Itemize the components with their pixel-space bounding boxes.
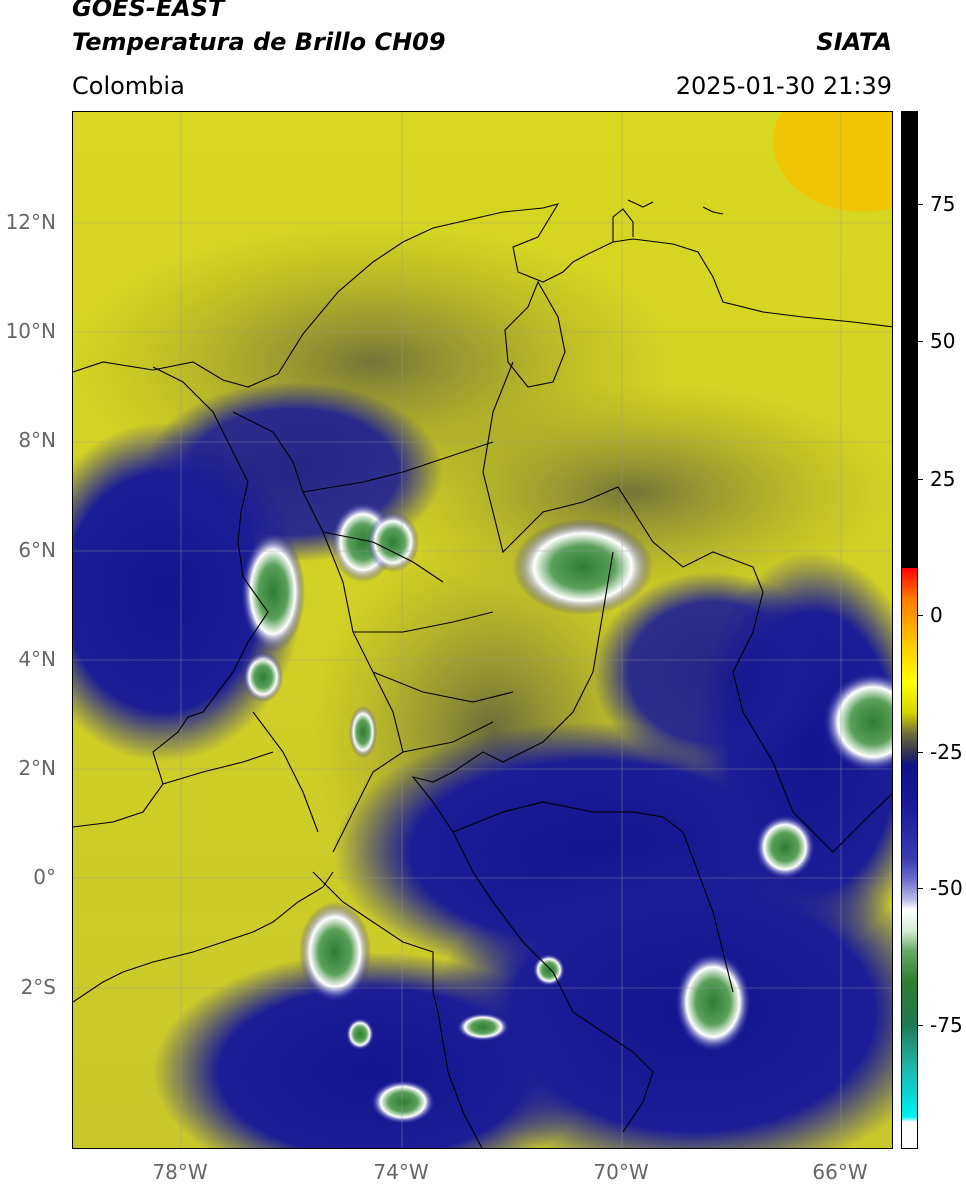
- convective-core: [299, 902, 371, 1002]
- datetime-label: 2025-01-30 21:39: [675, 72, 892, 100]
- lat-tick-label: 12°N: [5, 210, 56, 234]
- satellite-title: GOES-EAST: [72, 0, 225, 22]
- lake-maracaibo: [504, 280, 566, 388]
- lat-tick-label: 2°S: [20, 975, 56, 999]
- ecuador-coast: [73, 871, 334, 1003]
- lon-tick-label: 66°W: [812, 1160, 868, 1184]
- colorbar-tick: [918, 615, 923, 616]
- lat-tick-label: 2°N: [18, 756, 56, 780]
- product-title: Temperatura de Brillo CH09: [72, 28, 446, 56]
- colombia-venezuela-border: [482, 361, 892, 853]
- convective-core: [533, 954, 565, 986]
- amazon-internal: [452, 801, 734, 993]
- colorbar-label: 0: [930, 603, 943, 627]
- department-borders: [162, 411, 514, 853]
- colorbar-label: 75: [930, 192, 956, 216]
- lon-tick-label: 78°W: [152, 1160, 208, 1184]
- convective-core: [346, 1018, 374, 1050]
- colorbar-tick: [918, 888, 923, 889]
- convective-core: [371, 1080, 435, 1124]
- convective-core: [367, 512, 419, 572]
- colorbar-tick: [918, 204, 923, 205]
- satellite-map: [72, 111, 893, 1149]
- organization-label: SIATA: [816, 28, 892, 56]
- convective-core: [823, 672, 892, 772]
- colorbar-label: -25: [930, 740, 963, 764]
- peru-border: [312, 871, 483, 1148]
- convective-core: [755, 815, 815, 879]
- colorbar-tick: [918, 341, 923, 342]
- island: [627, 199, 654, 208]
- colorbar-label: -50: [930, 876, 963, 900]
- guajira: [612, 208, 634, 242]
- convective-core: [241, 532, 305, 652]
- convective-core: [513, 519, 653, 615]
- lat-tick-label: 8°N: [18, 428, 56, 452]
- colorbar-tick: [918, 479, 923, 480]
- lat-tick-label: 4°N: [18, 647, 56, 671]
- colorbar: [901, 111, 918, 1149]
- convective-core: [243, 652, 283, 702]
- convective-core: [675, 952, 751, 1052]
- lat-tick-label: 0°: [33, 865, 56, 889]
- lat-tick-label: 10°N: [5, 319, 56, 343]
- convective-core: [457, 1013, 509, 1041]
- region-label: Colombia: [72, 72, 185, 100]
- caribbean-coast: [73, 203, 892, 388]
- lon-tick-label: 70°W: [593, 1160, 649, 1184]
- colorbar-label: 25: [930, 467, 956, 491]
- convective-core: [349, 706, 377, 758]
- colorbar-tick: [918, 1025, 923, 1026]
- colorbar-label: 50: [930, 329, 956, 353]
- lon-tick-label: 74°W: [373, 1160, 429, 1184]
- colorbar-tick: [918, 752, 923, 753]
- colorbar-label: -75: [930, 1013, 963, 1037]
- lat-tick-label: 6°N: [18, 538, 56, 562]
- colombia-brazil-border: [411, 551, 654, 1133]
- island: [702, 206, 724, 215]
